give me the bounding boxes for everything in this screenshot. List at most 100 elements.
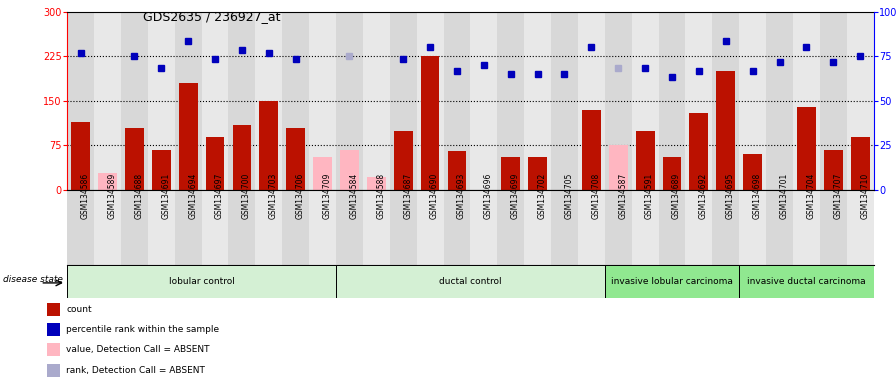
Bar bbox=[260, 101, 279, 190]
Bar bbox=[743, 154, 762, 190]
Text: GSM134710: GSM134710 bbox=[860, 173, 869, 219]
Text: GSM134698: GSM134698 bbox=[753, 173, 762, 219]
Bar bbox=[497, 190, 524, 265]
Bar bbox=[739, 265, 874, 298]
Text: invasive ductal carcinoma: invasive ductal carcinoma bbox=[747, 277, 866, 286]
Text: GSM134703: GSM134703 bbox=[269, 173, 278, 219]
Bar bbox=[94, 190, 121, 265]
Bar bbox=[125, 127, 143, 190]
Text: percentile rank within the sample: percentile rank within the sample bbox=[66, 325, 220, 334]
Bar bbox=[94, 12, 121, 190]
Bar bbox=[524, 12, 551, 190]
Bar bbox=[739, 12, 766, 190]
Text: disease state: disease state bbox=[4, 275, 64, 284]
Bar bbox=[202, 12, 228, 190]
Text: GSM134690: GSM134690 bbox=[430, 173, 439, 219]
Text: GSM134709: GSM134709 bbox=[323, 173, 332, 219]
Bar bbox=[72, 122, 90, 190]
Bar bbox=[502, 157, 520, 190]
Bar bbox=[67, 190, 94, 265]
Bar bbox=[470, 12, 497, 190]
Text: GSM134694: GSM134694 bbox=[188, 173, 197, 219]
Bar bbox=[390, 190, 417, 265]
Text: GSM134589: GSM134589 bbox=[108, 173, 116, 219]
Text: GSM134584: GSM134584 bbox=[349, 173, 358, 219]
Bar bbox=[847, 190, 874, 265]
Bar bbox=[632, 190, 659, 265]
Bar bbox=[448, 151, 466, 190]
Text: ductal control: ductal control bbox=[439, 277, 502, 286]
Bar bbox=[766, 12, 793, 190]
Bar bbox=[417, 12, 444, 190]
Bar bbox=[797, 107, 815, 190]
Bar bbox=[578, 190, 605, 265]
Bar bbox=[605, 190, 632, 265]
Bar bbox=[363, 12, 390, 190]
Bar bbox=[336, 265, 605, 298]
Bar bbox=[287, 127, 305, 190]
Text: GDS2635 / 236927_at: GDS2635 / 236927_at bbox=[143, 10, 280, 23]
Bar bbox=[659, 12, 685, 190]
Bar bbox=[121, 190, 148, 265]
Bar bbox=[605, 12, 632, 190]
Bar bbox=[394, 131, 412, 190]
Bar bbox=[470, 190, 497, 265]
Text: GSM134586: GSM134586 bbox=[81, 173, 90, 219]
Bar bbox=[632, 12, 659, 190]
Bar bbox=[766, 190, 793, 265]
Text: GSM134696: GSM134696 bbox=[484, 173, 493, 219]
Text: count: count bbox=[66, 305, 92, 314]
Text: lobular control: lobular control bbox=[168, 277, 235, 286]
Bar bbox=[309, 190, 336, 265]
Text: GSM134695: GSM134695 bbox=[726, 173, 735, 219]
Bar bbox=[367, 177, 385, 190]
Bar bbox=[444, 12, 470, 190]
Bar bbox=[148, 12, 175, 190]
Bar bbox=[659, 190, 685, 265]
Bar bbox=[336, 190, 363, 265]
Bar bbox=[421, 56, 439, 190]
Bar bbox=[98, 174, 116, 190]
Text: GSM134705: GSM134705 bbox=[564, 173, 573, 219]
Bar bbox=[690, 113, 708, 190]
Bar bbox=[67, 12, 94, 190]
Bar bbox=[314, 157, 332, 190]
Bar bbox=[497, 12, 524, 190]
Text: GSM134588: GSM134588 bbox=[376, 173, 385, 219]
Bar bbox=[847, 12, 874, 190]
Bar bbox=[47, 343, 61, 356]
Bar bbox=[282, 190, 309, 265]
Text: GSM134693: GSM134693 bbox=[457, 173, 466, 219]
Bar bbox=[309, 12, 336, 190]
Bar bbox=[417, 190, 444, 265]
Bar bbox=[739, 190, 766, 265]
Bar bbox=[179, 83, 197, 190]
Text: GSM134689: GSM134689 bbox=[672, 173, 681, 219]
Bar bbox=[340, 150, 358, 190]
Bar bbox=[255, 190, 282, 265]
Bar bbox=[363, 190, 390, 265]
Text: GSM134691: GSM134691 bbox=[161, 173, 170, 219]
Bar bbox=[820, 190, 847, 265]
Bar bbox=[175, 190, 202, 265]
Text: GSM134699: GSM134699 bbox=[511, 173, 520, 219]
Text: GSM134591: GSM134591 bbox=[645, 173, 654, 219]
Bar bbox=[233, 124, 251, 190]
Bar bbox=[793, 190, 820, 265]
Text: GSM134706: GSM134706 bbox=[296, 173, 305, 219]
Bar bbox=[390, 12, 417, 190]
Bar bbox=[529, 157, 547, 190]
Bar bbox=[175, 12, 202, 190]
Bar bbox=[851, 136, 869, 190]
Text: GSM134587: GSM134587 bbox=[618, 173, 627, 219]
Bar bbox=[578, 12, 605, 190]
Bar bbox=[635, 131, 654, 190]
Bar bbox=[605, 265, 739, 298]
Bar bbox=[228, 190, 255, 265]
Text: GSM134707: GSM134707 bbox=[833, 173, 842, 219]
Text: GSM134697: GSM134697 bbox=[215, 173, 224, 219]
Bar bbox=[202, 190, 228, 265]
Text: invasive lobular carcinoma: invasive lobular carcinoma bbox=[611, 277, 733, 286]
Bar bbox=[716, 71, 735, 190]
Bar bbox=[228, 12, 255, 190]
